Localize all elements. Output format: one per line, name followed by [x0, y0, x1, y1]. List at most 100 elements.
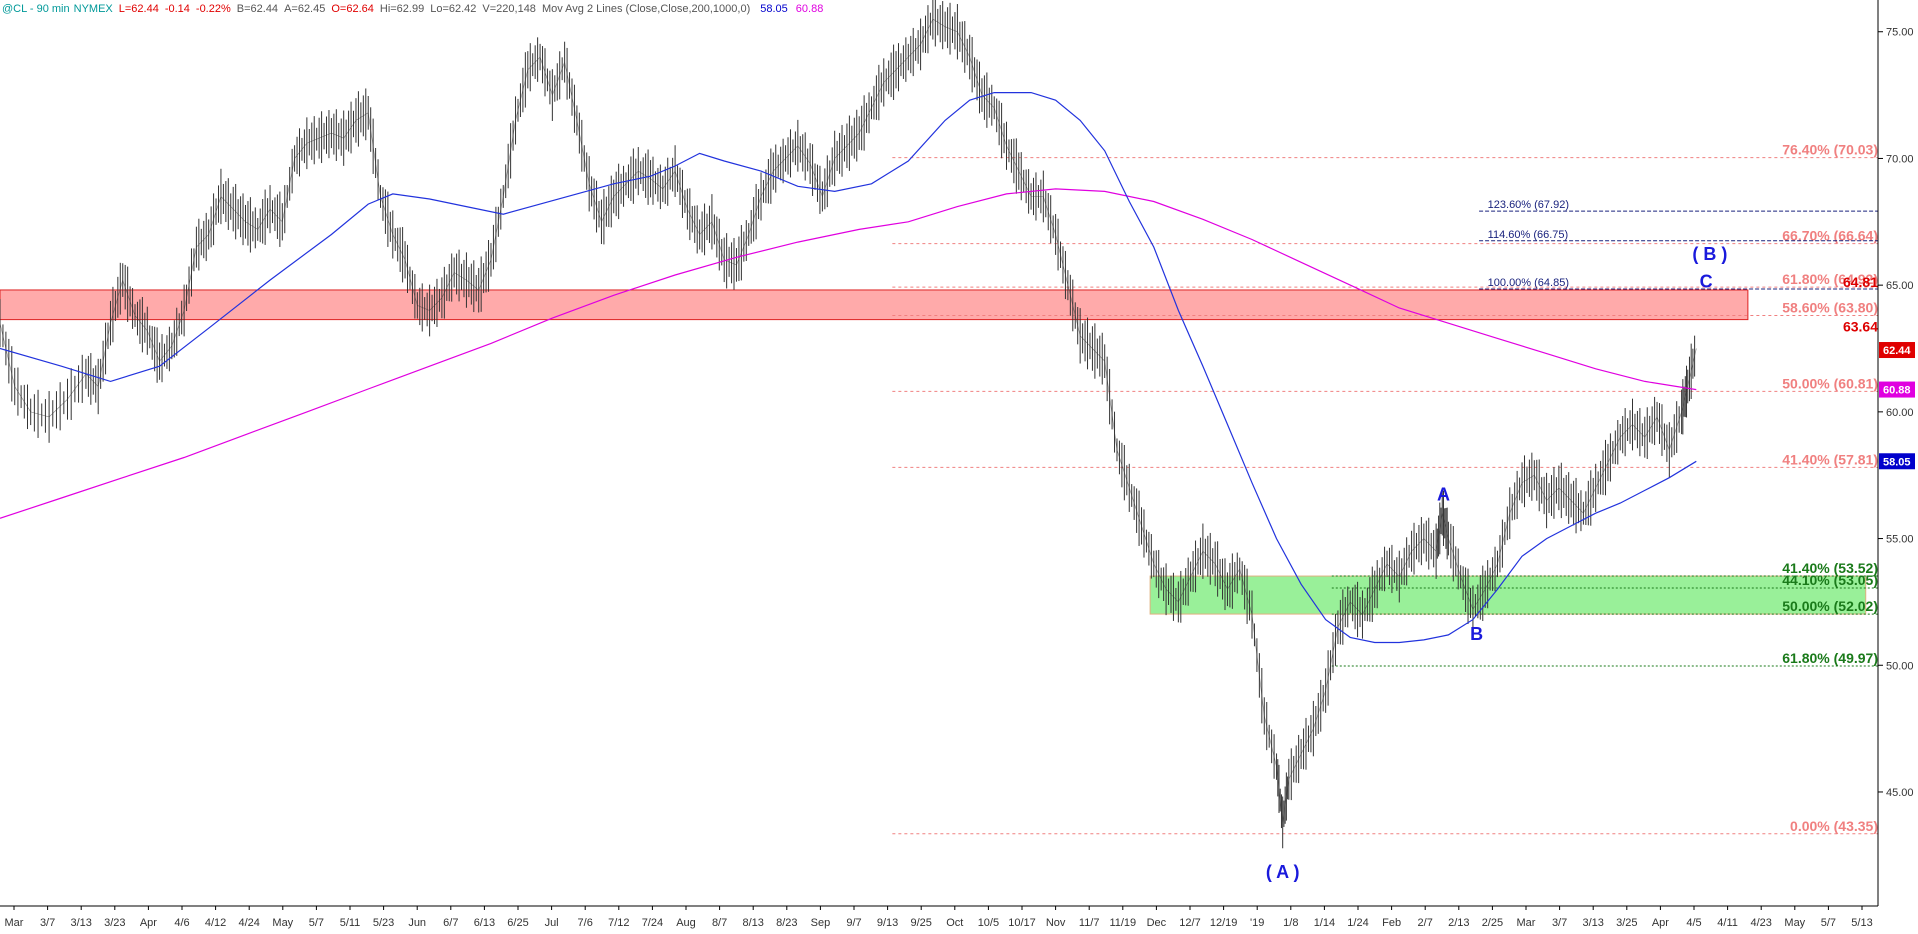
x-tick-label: 5/13	[1851, 917, 1872, 929]
x-tick-label: 4/11	[1717, 917, 1738, 929]
x-tick-label: 5/23	[373, 917, 394, 929]
price-tag	[1879, 453, 1915, 470]
support-fib-label: 50.00% (52.02)	[1782, 598, 1878, 614]
x-tick-label: 4/23	[1750, 917, 1771, 929]
y-tick-label: 55.00	[1886, 534, 1914, 546]
wave-label: C	[1700, 272, 1713, 292]
fib-level-label: 61.80% (64.92)	[1782, 271, 1878, 287]
header-last: L=62.44	[119, 3, 159, 15]
fib-level-label: 66.70% (66.64)	[1782, 228, 1878, 244]
y-tick-label: 75.00	[1886, 27, 1914, 39]
x-tick-label: 6/13	[474, 917, 495, 929]
fib-level-label: 58.60% (63.80)	[1782, 300, 1878, 316]
price-tag	[1879, 381, 1915, 398]
price-tag-label: 58.05	[1883, 456, 1911, 468]
x-tick-label: '19	[1250, 917, 1264, 929]
fib-level-label: 76.40% (70.03)	[1782, 142, 1878, 158]
x-tick-label: Jun	[408, 917, 426, 929]
header-change: -0.14	[165, 3, 190, 15]
x-tick-label: 6/25	[507, 917, 528, 929]
x-tick-label: 8/23	[776, 917, 797, 929]
wave-label: ( B )	[1692, 244, 1727, 264]
x-tick-label: Dec	[1147, 917, 1167, 929]
support-fib-label: 44.10% (53.05)	[1782, 572, 1878, 588]
header-volume: V=220,148	[482, 3, 536, 15]
header-exchange: NYMEX	[74, 3, 114, 15]
ma-slow-line	[0, 188, 1697, 519]
x-tick-label: 3/7	[40, 917, 55, 929]
x-tick-label: 12/7	[1179, 917, 1200, 929]
header-ask: A=62.45	[284, 3, 325, 15]
x-tick-label: 10/5	[978, 917, 999, 929]
x-tick-label: 7/12	[608, 917, 629, 929]
header-bid: B=62.44	[237, 3, 278, 15]
x-tick-label: 5/11	[340, 917, 361, 929]
x-tick-label: Nov	[1046, 917, 1066, 929]
header-open: O=62.64	[331, 3, 374, 15]
support-fib-label: 41.40% (53.52)	[1782, 560, 1878, 576]
x-tick-label: May	[272, 917, 293, 929]
x-tick-label: 1/24	[1347, 917, 1368, 929]
labels-layer: 64.81 63.64 ( A ) A B ( B ) C	[1266, 244, 1878, 882]
x-tick-label: 4/12	[205, 917, 226, 929]
fib-levels-layer: 76.40% (70.03) 66.70% (66.64) 61.80% (64.9…	[892, 142, 1878, 835]
x-tick-label: 1/8	[1283, 917, 1298, 929]
x-tick-label: May	[1784, 917, 1805, 929]
x-tick-label: Apr	[1652, 917, 1669, 929]
price-tag-label: 60.88	[1883, 385, 1911, 397]
x-tick-label: Oct	[946, 917, 963, 929]
x-tick-label: 8/7	[712, 917, 727, 929]
x-tick-label: 4/5	[1686, 917, 1701, 929]
x-tick-label: 3/7	[1552, 917, 1567, 929]
x-tick-label: 3/23	[104, 917, 125, 929]
y-tick-label: 70.00	[1886, 153, 1914, 165]
y-tick-label: 50.00	[1886, 660, 1914, 672]
extension-label: 114.60% (66.75)	[1488, 229, 1569, 241]
x-tick-label: 11/19	[1109, 917, 1136, 929]
wave-label: ( A )	[1266, 862, 1300, 882]
header-ma-fast-value: 58.05	[760, 3, 788, 15]
fib-level-label: 50.00% (60.81)	[1782, 375, 1878, 391]
x-tick-label: Feb	[1382, 917, 1401, 929]
support-zone	[1149, 575, 1867, 615]
resistance-bottom-label: 63.64	[1843, 319, 1878, 335]
y-tick-label: 65.00	[1886, 280, 1914, 292]
extension-label: 123.60% (67.92)	[1488, 199, 1569, 211]
x-tick-label: 9/13	[877, 917, 898, 929]
x-tick-label: 7/24	[642, 917, 663, 929]
x-tick-label: Mar	[5, 917, 24, 929]
extension-label: 100.00% (64.85)	[1488, 277, 1569, 289]
fib-level-label: 0.00% (43.35)	[1790, 818, 1878, 834]
fib-level-label: 41.40% (57.81)	[1782, 451, 1878, 467]
x-tick-label: 4/24	[238, 917, 259, 929]
x-tick-label: 1/14	[1314, 917, 1335, 929]
x-tick-label: 4/6	[174, 917, 189, 929]
x-tick-label: 5/7	[309, 917, 324, 929]
x-tick-label: Aug	[676, 917, 696, 929]
header-symbol: @CL - 90 min	[2, 3, 70, 15]
price-tag	[1879, 342, 1915, 359]
x-tick-label: Apr	[140, 917, 157, 929]
series-layer	[0, 0, 1697, 849]
x-tick-label: 11/7	[1079, 917, 1100, 929]
x-tick-label: 10/17	[1008, 917, 1036, 929]
x-tick-label: Sep	[811, 917, 831, 929]
x-tick-label: 7/6	[578, 917, 593, 929]
x-tick-label: 2/13	[1448, 917, 1469, 929]
x-tick-label: 3/25	[1616, 917, 1637, 929]
x-tick-label: 9/25	[910, 917, 931, 929]
header-study: Mov Avg 2 Lines (Close,Close,200,1000,0)	[542, 3, 750, 15]
price-tag-label: 62.44	[1883, 345, 1911, 357]
chart-header: @CL - 90 min NYMEX L=62.44 -0.14 -0.22% B=62.…	[2, 3, 823, 15]
resistance-zone	[0, 289, 1749, 321]
x-tick-label: 12/19	[1210, 917, 1238, 929]
header-high: Hi=62.99	[380, 3, 424, 15]
support-fib-label: 61.80% (49.97)	[1782, 650, 1878, 666]
y-tick-label: 60.00	[1886, 407, 1914, 419]
x-tick-label: 5/7	[1821, 917, 1836, 929]
x-tick-label: Mar	[1517, 917, 1536, 929]
header-low: Lo=62.42	[430, 3, 476, 15]
wave-label: A	[1437, 485, 1450, 505]
